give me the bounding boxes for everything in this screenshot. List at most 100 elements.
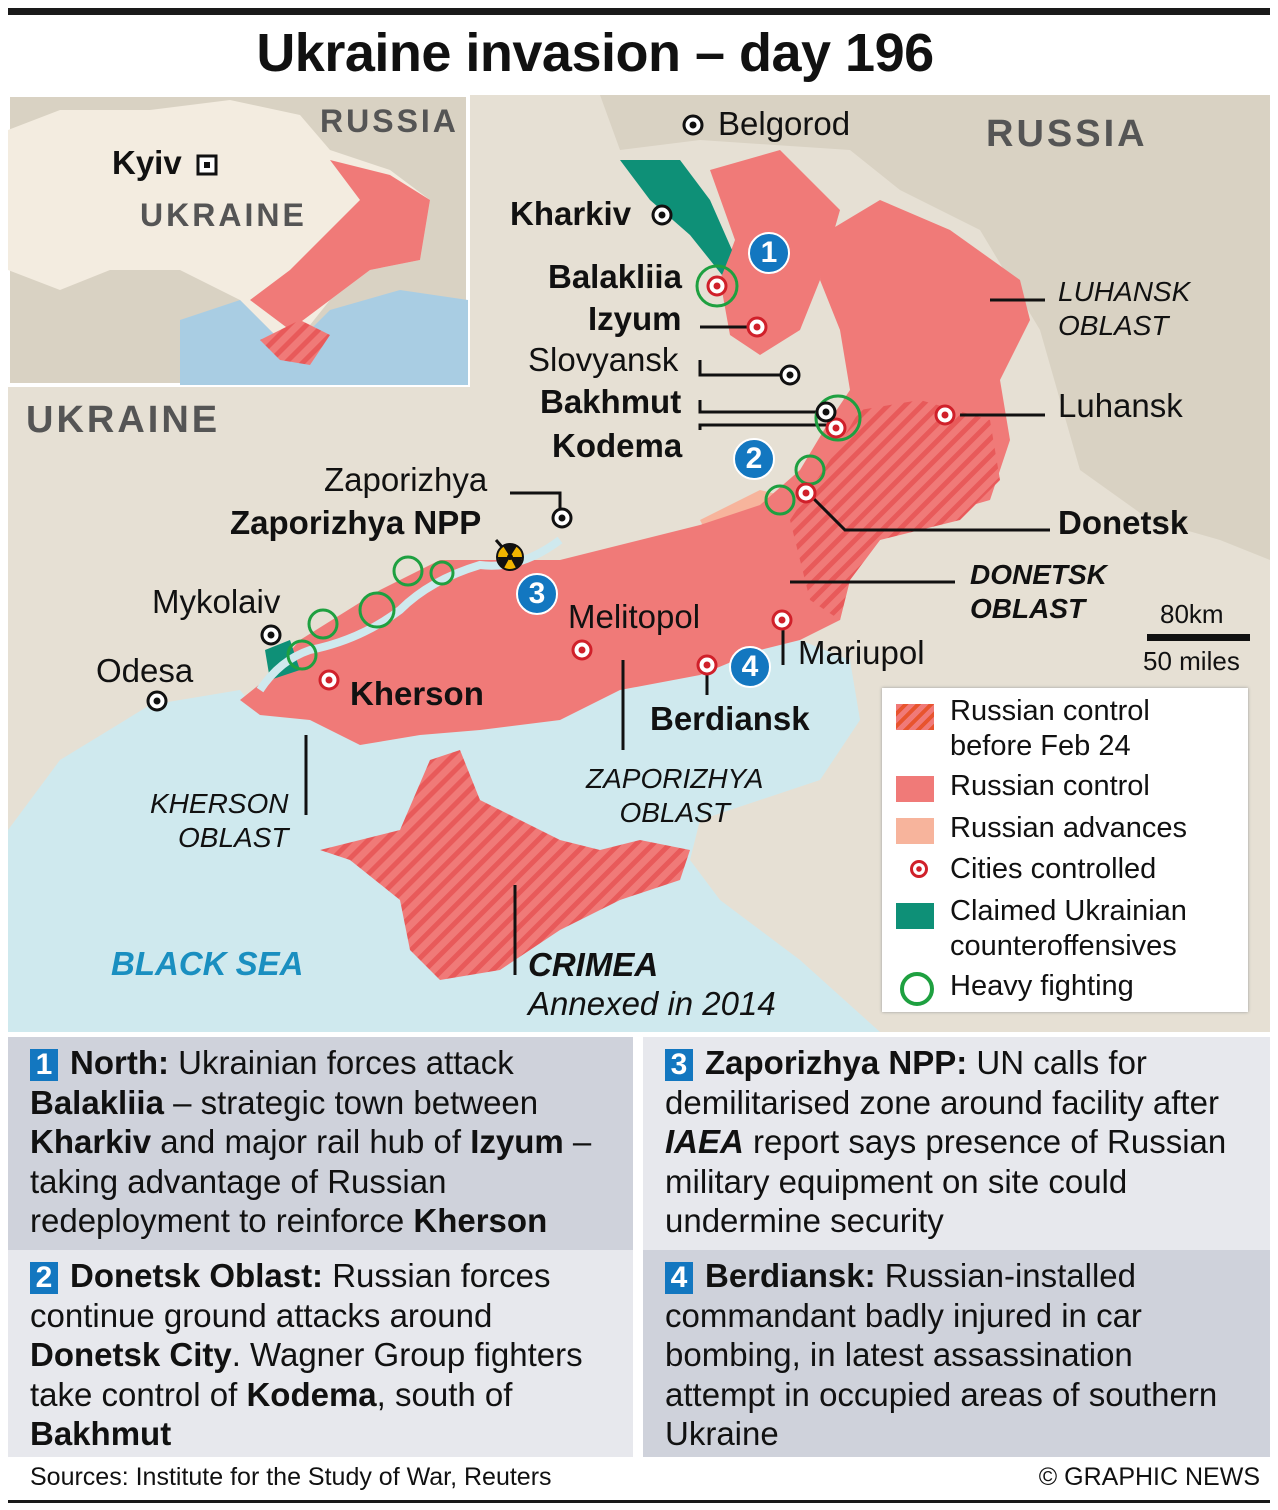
scale-miles: 50 miles <box>1143 646 1240 676</box>
legend-item-counteroffensives: Claimed Ukrainian counteroffensives <box>950 895 1187 962</box>
city-berdiansk: Berdiansk <box>650 700 810 737</box>
city-zaporizhya: Zaporizhya <box>324 461 488 498</box>
top-rule <box>8 8 1270 15</box>
label-ukraine: UKRAINE <box>26 399 221 441</box>
legend: Russian control before Feb 24 Russian co… <box>882 688 1248 1012</box>
hatched-swatch <box>896 704 934 730</box>
luhansk-oblast-line1: LUHANSK <box>1058 276 1191 307</box>
panel-text: Berdiansk: <box>705 1257 876 1294</box>
panel-text: and major rail hub of <box>151 1123 471 1160</box>
legend-item-pre-feb24: Russian control before Feb 24 <box>950 695 1150 762</box>
ukrainian-counteroffensive <box>620 160 732 275</box>
marker-3: 3 <box>516 573 558 615</box>
city-melitopol: Melitopol <box>568 598 701 635</box>
inset-label-ukraine: UKRAINE <box>140 197 307 233</box>
teal-swatch <box>896 903 934 929</box>
city-bakhmut: Bakhmut <box>540 383 682 420</box>
sources: Sources: Institute for the Study of War,… <box>30 1463 552 1491</box>
label-crimea-note: Annexed in 2014 <box>528 985 776 1022</box>
panel-number: 3 <box>665 1049 693 1081</box>
marker-1: 1 <box>748 232 790 274</box>
panel-text: Ukrainian forces attack <box>168 1044 514 1081</box>
panel-donetsk-oblast: 2 Donetsk Oblast: Russian forces continue… <box>8 1250 633 1457</box>
inset-label-russia: RUSSIA <box>320 103 459 139</box>
legend-item-heavy-fighting: Heavy fighting <box>950 970 1134 1002</box>
kherson-oblast-line2: OBLAST <box>177 822 289 853</box>
panel-text: – strategic town between <box>163 1083 539 1121</box>
red-swatch <box>896 776 934 802</box>
credit: © GRAPHIC NEWS <box>1038 1463 1260 1491</box>
label-crimea: CRIMEA <box>528 946 659 983</box>
label-black-sea: BLACK SEA <box>111 945 304 982</box>
panel-text: Izyum <box>470 1123 564 1160</box>
panel-text: Donetsk Oblast: <box>70 1257 324 1294</box>
panel-berdiansk: 4 Berdiansk: Russian-installed commandant… <box>643 1250 1270 1457</box>
crimea <box>320 750 690 980</box>
panel-text: Bakhmut <box>30 1415 172 1452</box>
panel-text: UN calls for demilitarised zone around f… <box>665 1044 1219 1121</box>
luhansk-oblast-line2: OBLAST <box>1058 310 1169 341</box>
panel-text: IAEA <box>665 1123 744 1160</box>
panel-text: , south of <box>376 1375 513 1413</box>
map: Kyiv UKRAINE RUSSIA UKRAINE RUSSIA BLACK… <box>8 95 1270 1032</box>
russia-land <box>600 95 1270 560</box>
scale-bar <box>1147 634 1250 641</box>
page-title: Ukraine invasion – day 196 <box>256 23 934 83</box>
kherson-oblast-line1: KHERSON <box>150 788 289 819</box>
city-slovyansk: Slovyansk <box>528 341 679 378</box>
green-ring-icon <box>900 972 934 1006</box>
panel-north: 1 North: Ukrainian forces attack Balaklii… <box>8 1037 633 1250</box>
city-mykolaiv: Mykolaiv <box>152 583 281 620</box>
panel-text: North: <box>70 1044 169 1081</box>
panel-zaporizhya-npp: 3 Zaporizhya NPP: UN calls for demilitari… <box>643 1037 1270 1250</box>
city-donetsk: Donetsk <box>1058 504 1189 541</box>
marker-2: 2 <box>733 438 775 480</box>
label-russia: RUSSIA <box>986 113 1148 155</box>
label-zaporizhya-oblast: ZAPORIZHYA OBLAST <box>586 762 763 830</box>
panel-text: report says presence of Russian military… <box>665 1123 1227 1239</box>
city-belgorod: Belgorod <box>718 105 851 142</box>
panel-number: 1 <box>30 1049 58 1081</box>
city-luhansk: Luhansk <box>1058 387 1183 424</box>
marker-4: 4 <box>729 646 771 688</box>
city-izyum: Izyum <box>588 300 682 337</box>
panel-text: Zaporizhya NPP: <box>705 1044 968 1081</box>
label-luhansk-oblast: LUHANSK OBLAST <box>1058 275 1190 343</box>
bottom-rule <box>8 1500 1270 1503</box>
pre-feb24-donbas <box>790 400 1000 620</box>
panel-text: Russian-installed commandant badly injur… <box>665 1257 1218 1452</box>
city-mariupol: Mariupol <box>798 634 925 671</box>
nuclear-icon <box>496 543 524 571</box>
donetsk-oblast-line1: DONETSK <box>970 559 1107 590</box>
panel-text: Kherson <box>413 1202 548 1239</box>
panel-text: . Wagner Group fighters take control of <box>30 1336 583 1413</box>
scale-km: 80km <box>1160 599 1224 629</box>
map-graphic <box>8 95 1270 1032</box>
controlled-city-markers <box>318 275 956 691</box>
legend-item-russian-advances: Russian advances <box>950 812 1187 844</box>
panel-text: Donetsk City <box>30 1336 232 1373</box>
zaporizhya-oblast-line1: ZAPORIZHYA <box>586 763 764 794</box>
panel-text: Kodema <box>246 1375 377 1413</box>
panel-text: – taking advantage of Russian redeployme… <box>30 1123 592 1239</box>
label-donetsk-oblast: DONETSK OBLAST <box>970 558 1107 626</box>
city-balakliia: Balakliia <box>548 258 682 295</box>
panel-text: Russian forces continue ground attacks a… <box>30 1257 551 1334</box>
panel-text: Kharkiv <box>30 1123 152 1160</box>
panel-number: 2 <box>30 1262 58 1294</box>
red-target-icon <box>910 860 928 878</box>
zaporizhya-npp-label: Zaporizhya NPP <box>230 504 482 541</box>
legend-item-cities-controlled: Cities controlled <box>950 853 1157 885</box>
peach-swatch <box>896 818 934 844</box>
legend-item-russian-control: Russian control <box>950 770 1150 802</box>
inset-map <box>8 95 470 387</box>
donetsk-oblast-line2: OBLAST <box>970 593 1086 624</box>
panel-number: 4 <box>665 1262 693 1294</box>
city-kherson: Kherson <box>350 675 484 712</box>
label-kherson-oblast: KHERSON OBLAST <box>150 787 288 855</box>
city-kharkiv: Kharkiv <box>510 195 632 232</box>
leader-lines <box>304 298 1050 975</box>
panel-text: Balakliia <box>30 1083 164 1121</box>
city-kodema: Kodema <box>552 427 683 464</box>
